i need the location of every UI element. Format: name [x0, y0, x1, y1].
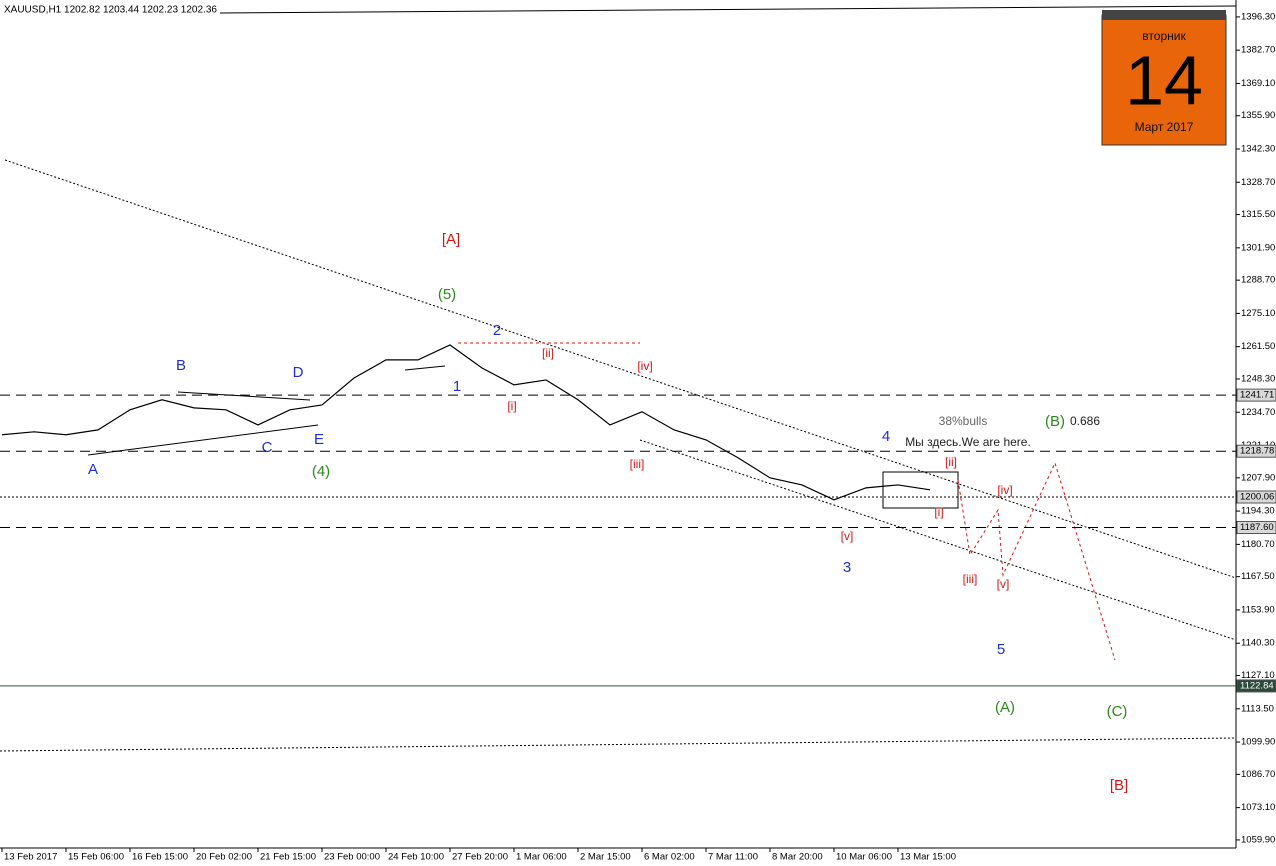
y-tick-label: 1261.50: [1241, 341, 1275, 352]
wave-label: [iii]: [630, 457, 645, 471]
x-tick-label: 10 Mar 06:00: [836, 852, 892, 863]
wave-label: [iii]: [963, 572, 978, 586]
y-tick-label: 1355.90: [1241, 110, 1275, 121]
price-level-box: [1236, 388, 1276, 402]
calendar-month: Март 2017: [1135, 120, 1194, 134]
x-tick-label: 2 Mar 15:00: [580, 852, 631, 863]
y-tick-label: 1248.30: [1241, 373, 1275, 384]
note: Мы здесь.We are here.: [905, 435, 1031, 449]
y-tick-label: 1207.90: [1241, 472, 1275, 483]
note: 38%bulls: [939, 414, 988, 428]
y-tick-label: 1167.50: [1241, 571, 1275, 582]
y-tick-label: 1288.70: [1241, 275, 1275, 286]
wave-label: (B): [1045, 413, 1065, 430]
price-level-box: [1236, 679, 1276, 693]
wave-label: B: [176, 357, 186, 374]
triangle-line: [177, 391, 311, 401]
range-box: [882, 471, 959, 509]
trend-line: [219, 5, 1237, 14]
price-level-box: [1236, 444, 1276, 458]
price-level-box: [1236, 490, 1276, 504]
y-tick-label: 1059.90: [1241, 834, 1275, 845]
wave-label: 4: [882, 428, 890, 445]
y-tick-label: 1127.10: [1241, 670, 1275, 681]
wave-label: [A]: [442, 231, 460, 248]
x-tick-label: 7 Mar 11:00: [708, 852, 758, 863]
x-tick-label: 15 Feb 06:00: [68, 852, 124, 863]
wave-label: [ii]: [542, 346, 554, 360]
annotations: [A] (5) 2 [ii] [iv] 1 [i] B D A C E (4) …: [88, 231, 1128, 794]
wave-label: [iv]: [997, 483, 1012, 497]
y-tick-label: 1073.10: [1241, 802, 1275, 813]
x-tick-label: 20 Feb 02:00: [196, 852, 252, 863]
wave-label: (C): [1107, 703, 1128, 720]
x-tick-label: 23 Feb 00:00: [324, 852, 380, 863]
wave-label: [iv]: [637, 359, 652, 373]
triangle-line: [87, 424, 319, 456]
y-tick-label: 1140.30: [1241, 638, 1275, 649]
header: XAUUSD,H1 1202.82 1203.44 1202.23 1202.3…: [4, 5, 217, 16]
wave-label: [ii]: [945, 455, 957, 469]
calendar-weekday: вторник: [1142, 29, 1186, 43]
x-tick-label: 27 Feb 20:00: [452, 852, 508, 863]
y-tick-label: 1396.30: [1241, 11, 1275, 22]
calendar: вторник 14 Март 2017: [1101, 10, 1227, 146]
price-level-label: 1187.60: [1240, 522, 1274, 533]
calendar-day: 14: [1125, 41, 1203, 119]
calendar-rings: [1102, 10, 1226, 20]
wave-label: [B]: [1110, 777, 1128, 794]
y-tick-label: 1369.10: [1241, 78, 1275, 89]
y-tick-label: 1099.90: [1241, 737, 1275, 748]
y-tick-label: 1342.30: [1241, 144, 1275, 155]
wave-label: 1: [453, 378, 461, 395]
wave-label: 2: [493, 322, 501, 339]
wave-label: (5): [438, 286, 456, 303]
wave-label: (4): [312, 463, 330, 480]
price-level-box: [1236, 520, 1276, 534]
x-tick-label: 1 Mar 06:00: [516, 852, 567, 863]
y-tick-label: 1153.90: [1241, 604, 1275, 615]
wave-label: E: [314, 431, 324, 448]
x-tick-label: 13 Mar 15:00: [900, 852, 956, 863]
y-tick-label: 1301.90: [1241, 242, 1275, 253]
y-tick-label: 1086.70: [1241, 769, 1275, 780]
wave-label: C: [262, 439, 273, 456]
trend-line: [4, 159, 1237, 579]
x-tick-label: 21 Feb 15:00: [260, 852, 316, 863]
price-level-label: 1218.78: [1240, 446, 1274, 457]
wave-label: [v]: [841, 529, 854, 543]
price-level-label: 1241.71: [1240, 390, 1274, 401]
y-tick-label: 1382.70: [1241, 45, 1275, 56]
wave-label: [i]: [934, 505, 943, 519]
price-level-label: 1122.84: [1240, 680, 1274, 691]
wave-label: [i]: [507, 399, 516, 413]
x-tick-label: 16 Feb 15:00: [132, 852, 188, 863]
y-tick-label: 1113.50: [1241, 703, 1274, 714]
wave-label: (A): [995, 699, 1015, 716]
x-tick-label: 24 Feb 10:00: [388, 852, 444, 863]
wave-label: [v]: [997, 577, 1010, 591]
x-tick-label: 13 Feb 2017: [4, 852, 57, 863]
y-tick-label: 1194.30: [1241, 506, 1275, 517]
y-tick-label: 1180.70: [1241, 539, 1275, 550]
wave-label: 3: [843, 559, 851, 576]
note: 0.686: [1070, 414, 1100, 428]
y-tick-label: 1315.50: [1241, 209, 1275, 220]
y-tick-label: 1234.70: [1241, 407, 1275, 418]
wave-label: A: [88, 461, 98, 478]
y-tick-label: 1275.10: [1241, 308, 1275, 319]
wave-label: 5: [997, 641, 1005, 658]
x-tick-label: 6 Mar 02:00: [644, 852, 695, 863]
wave-label: D: [293, 364, 304, 381]
price-line: [1, 344, 931, 501]
x-tick-label: 8 Mar 20:00: [772, 852, 823, 863]
trend-line: [639, 439, 1237, 641]
y-tick-label: 1328.70: [1241, 177, 1275, 188]
price-level-label: 1200.06: [1240, 492, 1274, 503]
triangle-line: [404, 365, 446, 371]
